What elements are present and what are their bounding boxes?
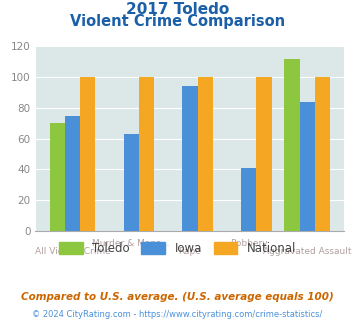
Bar	[80, 77, 95, 231]
Bar	[284, 58, 300, 231]
Bar	[50, 123, 65, 231]
Text: Robbery: Robbery	[230, 239, 267, 248]
Text: Compared to U.S. average. (U.S. average equals 100): Compared to U.S. average. (U.S. average …	[21, 292, 334, 302]
Text: Murder & Mans...: Murder & Mans...	[93, 239, 170, 248]
Legend: Toledo, Iowa, National: Toledo, Iowa, National	[54, 237, 301, 260]
Text: Violent Crime Comparison: Violent Crime Comparison	[70, 14, 285, 29]
Bar	[124, 134, 139, 231]
Text: All Violent Crime: All Violent Crime	[34, 248, 110, 256]
Bar	[241, 168, 256, 231]
Text: © 2024 CityRating.com - https://www.cityrating.com/crime-statistics/: © 2024 CityRating.com - https://www.city…	[32, 310, 323, 319]
Bar	[65, 115, 80, 231]
Text: Rape: Rape	[179, 248, 201, 256]
Bar	[300, 102, 315, 231]
Text: Aggravated Assault: Aggravated Assault	[263, 248, 352, 256]
Text: 2017 Toledo: 2017 Toledo	[126, 2, 229, 16]
Bar	[182, 86, 198, 231]
Bar	[256, 77, 272, 231]
Bar	[139, 77, 154, 231]
Bar	[315, 77, 330, 231]
Bar	[198, 77, 213, 231]
